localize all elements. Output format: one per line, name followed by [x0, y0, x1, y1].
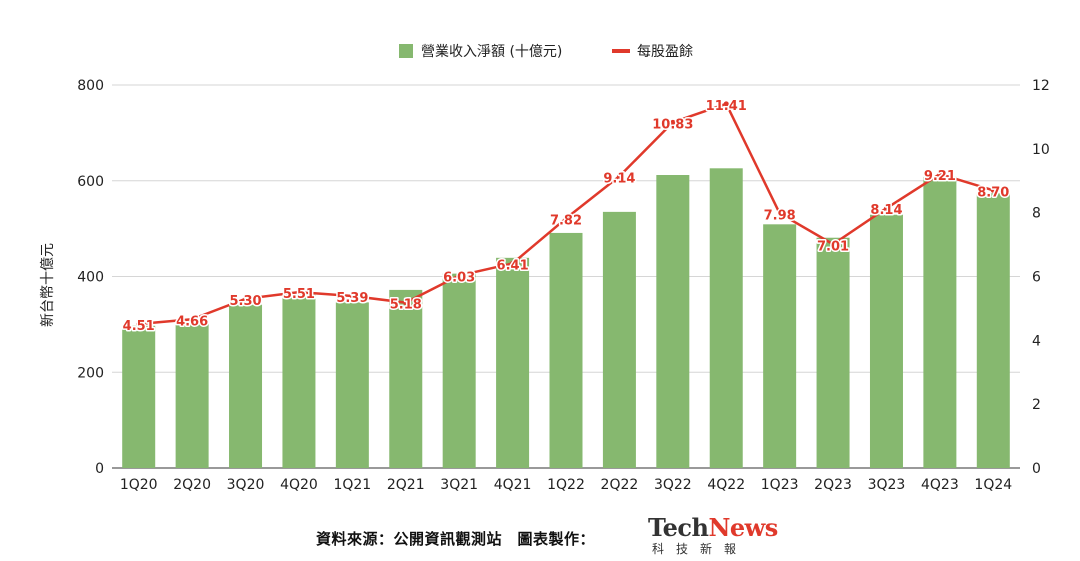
y-tick-label: 400	[77, 270, 104, 286]
y2-tick-label: 12	[1032, 78, 1050, 94]
x-tick-label: 1Q21	[333, 477, 371, 493]
eps-data-label: 5.18	[390, 298, 422, 313]
x-tick-label: 1Q22	[547, 477, 585, 493]
eps-data-label: 7.98	[764, 208, 796, 223]
eps-data-label: 8.14	[870, 203, 902, 218]
bar	[335, 302, 369, 468]
x-tick-label: 3Q21	[440, 477, 478, 493]
y-axis-label: 新台幣十億元	[40, 243, 56, 327]
y2-tick-label: 0	[1032, 461, 1041, 477]
x-tick-label: 3Q20	[227, 477, 265, 493]
x-tick-label: 1Q23	[761, 477, 799, 493]
x-tick-label: 1Q20	[120, 477, 158, 493]
x-tick-label: 4Q21	[494, 477, 532, 493]
bar	[442, 273, 476, 468]
eps-point	[563, 215, 569, 221]
eps-point	[189, 316, 195, 322]
x-tick-label: 1Q24	[974, 477, 1012, 493]
eps-point	[243, 296, 249, 302]
eps-point	[830, 241, 836, 247]
right-axis-ticks: 0 2 4 6 8 10 12	[1032, 78, 1050, 477]
eps-point	[296, 289, 302, 295]
bar	[869, 214, 903, 468]
y-tick-label: 0	[95, 461, 104, 477]
x-tick-label: 2Q20	[173, 477, 211, 493]
bar	[282, 294, 316, 468]
y-tick-label: 800	[77, 78, 104, 94]
eps-data-label: 5.51	[283, 287, 315, 302]
source-text: 資料來源：公開資訊觀測站 圖表製作：	[316, 530, 596, 548]
eps-point	[777, 210, 783, 216]
eps-point	[456, 273, 462, 279]
x-tick-label: 2Q22	[601, 477, 639, 493]
bar	[923, 176, 957, 469]
eps-data-label: 9.21	[924, 169, 956, 184]
eps-data-label: 7.01	[817, 239, 849, 254]
bar	[229, 304, 263, 468]
bar-series	[122, 168, 1010, 469]
eps-data-label: 4.66	[176, 314, 208, 329]
x-tick-label: 4Q22	[707, 477, 745, 493]
x-axis-ticks: 1Q20 2Q20 3Q20 4Q20 1Q21 2Q21 3Q21 4Q21 1Q22 2Q22…	[120, 477, 1012, 493]
eps-point	[670, 119, 676, 125]
technews-logo: TechNews 科技新報	[648, 513, 778, 557]
eps-data-label: 9.14	[603, 171, 635, 186]
eps-point	[510, 260, 516, 266]
eps-point	[616, 173, 622, 179]
y2-tick-label: 6	[1032, 270, 1041, 286]
x-tick-label: 4Q20	[280, 477, 318, 493]
eps-point	[990, 187, 996, 193]
legend-label-eps: 每股盈餘	[637, 43, 693, 60]
y2-tick-label: 4	[1032, 333, 1041, 349]
bar	[656, 175, 690, 468]
eps-data-label: 10.83	[652, 117, 693, 132]
chart: 營業收入淨額 (十億元) 每股盈餘 4.51 4.66 5.30 5.51 5.39 5.…	[40, 43, 1050, 493]
y-tick-label: 600	[77, 174, 104, 190]
bar	[709, 168, 743, 469]
bar	[549, 232, 583, 468]
bar	[976, 193, 1010, 468]
x-tick-label: 4Q23	[921, 477, 959, 493]
x-tick-label: 2Q23	[814, 477, 852, 493]
left-axis-ticks: 0 200 400 600 800	[77, 78, 104, 477]
footer: 資料來源：公開資訊觀測站 圖表製作： TechNews 科技新報	[0, 512, 1080, 561]
eps-data-label: 6.03	[443, 271, 475, 286]
logo-subtitle: 科技新報	[652, 542, 749, 556]
legend: 營業收入淨額 (十億元) 每股盈餘	[399, 43, 693, 60]
x-tick-label: 2Q21	[387, 477, 425, 493]
eps-point	[883, 205, 889, 211]
y2-tick-label: 2	[1032, 397, 1041, 413]
bar	[122, 325, 156, 468]
logo-news-text: News	[708, 513, 778, 542]
eps-point	[937, 171, 943, 177]
eps-data-label: 4.51	[123, 319, 155, 334]
logo-tech-text: Tech	[648, 513, 709, 542]
y2-tick-label: 8	[1032, 206, 1041, 222]
bar	[816, 237, 850, 468]
eps-point	[349, 293, 355, 299]
bar	[602, 211, 636, 468]
eps-point	[403, 300, 409, 306]
legend-label-revenue: 營業收入淨額 (十億元)	[421, 44, 562, 60]
eps-data-label: 8.70	[977, 185, 1009, 200]
x-tick-label: 3Q22	[654, 477, 692, 493]
legend-swatch-eps	[612, 49, 630, 53]
eps-point	[136, 321, 142, 327]
eps-point	[723, 101, 729, 107]
x-tick-label: 3Q23	[868, 477, 906, 493]
eps-data-label: 5.39	[336, 291, 368, 306]
bar	[496, 257, 530, 468]
legend-swatch-revenue	[399, 44, 413, 58]
bar	[389, 289, 423, 468]
eps-data-label: 11.41	[706, 99, 747, 114]
eps-data-label: 7.82	[550, 213, 582, 228]
bar	[763, 224, 797, 468]
eps-data-label: 5.30	[229, 294, 261, 309]
bar	[175, 323, 209, 468]
y2-tick-label: 10	[1032, 142, 1050, 158]
line-series: 4.51 4.66 5.30 5.51 5.39 5.18 6.03 6.41 7.82 9.14…	[121, 97, 1011, 335]
eps-data-label: 6.41	[497, 258, 529, 273]
y-tick-label: 200	[77, 365, 104, 381]
